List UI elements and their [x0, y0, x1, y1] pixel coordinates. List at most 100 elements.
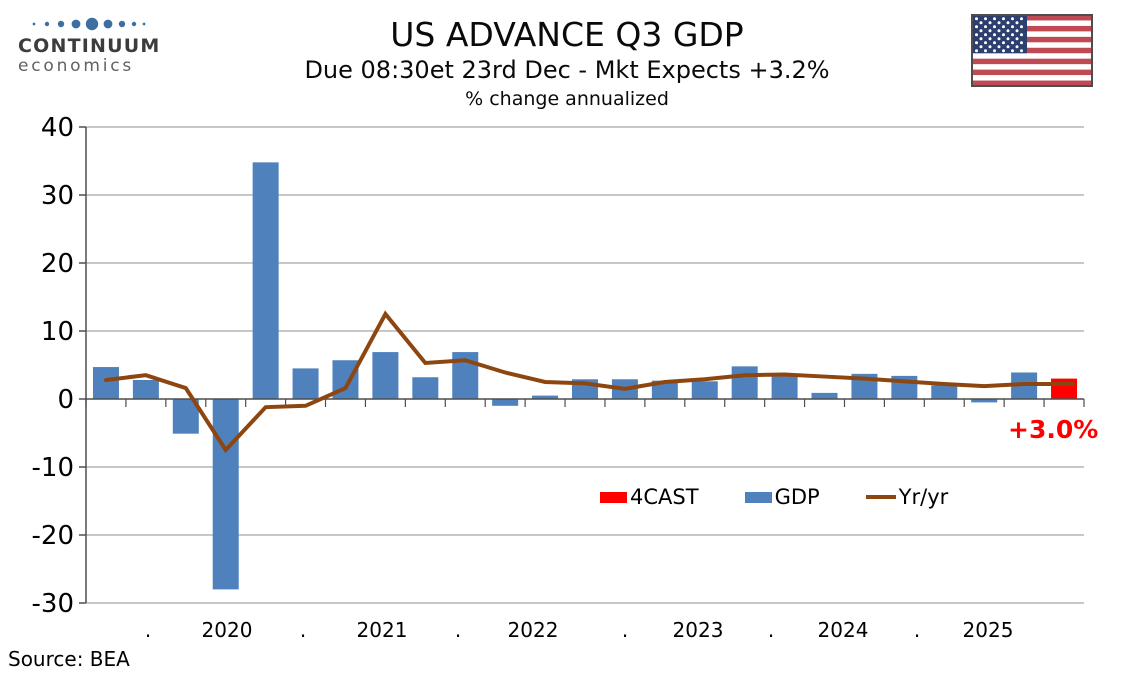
flag-star — [1006, 29, 1010, 33]
gdp-bar — [931, 385, 958, 399]
flag-star — [1020, 33, 1023, 37]
x-axis-label: . — [622, 618, 628, 642]
logo-dot — [44, 21, 50, 27]
gdp-bar — [532, 395, 559, 399]
gdp-bar — [132, 379, 159, 399]
forecast-bar — [1051, 378, 1078, 399]
flag-star — [975, 17, 978, 21]
flag-star — [1011, 49, 1014, 53]
x-axis-label: 2022 — [508, 618, 559, 642]
flag-star — [1011, 25, 1014, 29]
legend-swatch-gdp — [744, 491, 772, 503]
flag-star — [975, 49, 978, 53]
flag-star — [1006, 45, 1010, 49]
flag-star — [993, 49, 996, 53]
y-axis-label: 10 — [41, 317, 74, 347]
flag-star — [988, 29, 992, 33]
flag-star — [984, 25, 987, 29]
flag-star — [1011, 17, 1014, 21]
gdp-bar — [92, 367, 119, 399]
y-axis-label: -10 — [32, 453, 74, 483]
flag-star — [997, 45, 1001, 49]
flag-star — [988, 21, 992, 25]
flag-stripe — [972, 36, 1092, 43]
y-axis-label: 20 — [41, 249, 74, 279]
flag-star — [1020, 49, 1023, 53]
legend-label-yryr: Yr/yr — [898, 485, 949, 509]
gdp-bar — [292, 368, 319, 399]
x-axis-label: 2020 — [202, 618, 253, 642]
flag-star — [984, 33, 987, 37]
x-axis-label: . — [914, 618, 920, 642]
flag-star — [1002, 33, 1005, 37]
chart-legend: 4CAST GDP Yr/yr — [600, 485, 948, 509]
legend-item-gdp: GDP — [744, 485, 820, 509]
logo-dot — [57, 20, 65, 28]
gdp-bar — [971, 399, 998, 403]
flag-stripe — [972, 58, 1092, 65]
gdp-bar — [771, 375, 798, 399]
x-axis-label: 2021 — [357, 618, 408, 642]
flag-star — [1002, 41, 1005, 45]
flag-star — [984, 49, 987, 53]
forecast-annotation: +3.0% — [1008, 415, 1099, 444]
flag-star — [988, 37, 992, 41]
gdp-bar — [412, 377, 439, 399]
flag-star — [1020, 41, 1023, 45]
legend-swatch-yryr — [865, 495, 896, 499]
flag-star — [993, 25, 996, 29]
x-axis-label: . — [145, 618, 151, 642]
flag-star — [1011, 41, 1014, 45]
y-axis-label: -30 — [32, 589, 74, 619]
logo-dot — [118, 20, 126, 28]
legend-swatch-4cast — [600, 491, 627, 503]
y-axis-label: -20 — [32, 521, 74, 551]
legend-label-gdp: GDP — [774, 485, 820, 509]
flag-star — [997, 37, 1001, 41]
flag-border — [971, 14, 1093, 87]
gdp-bar — [731, 366, 758, 399]
y-axis-label: 40 — [41, 113, 74, 143]
gdp-bar — [651, 380, 678, 399]
flag-star — [993, 33, 996, 37]
y-axis-label: 0 — [57, 385, 74, 415]
x-axis-label: 2023 — [673, 618, 724, 642]
flag-star — [1020, 17, 1023, 21]
flag-star — [984, 41, 987, 45]
flag-star — [1011, 33, 1014, 37]
flag-star — [1002, 25, 1005, 29]
logo-dot — [32, 22, 36, 26]
flag-stripe — [972, 80, 1092, 86]
flag-star — [975, 41, 978, 45]
legend-item-yryr: Yr/yr — [865, 485, 949, 509]
source-note: Source: BEA — [8, 647, 130, 671]
flag-star — [979, 29, 983, 33]
x-axis-label: . — [300, 618, 306, 642]
flag-star — [1002, 17, 1005, 21]
flag-star — [993, 41, 996, 45]
flag-star — [979, 37, 983, 41]
x-axis-label: . — [768, 618, 774, 642]
flag-star — [975, 33, 978, 37]
logo-dot — [71, 19, 81, 29]
continuum-logo: CONTINUUM economics — [14, 8, 164, 83]
flag-star — [1015, 29, 1019, 33]
x-axis-label: 2024 — [818, 618, 869, 642]
gdp-bar — [212, 399, 239, 590]
logo-name: CONTINUUM — [18, 35, 161, 57]
gdp-bar — [691, 381, 718, 399]
logo-dot — [142, 22, 146, 26]
gdp-bar — [372, 352, 399, 399]
y-axis-label: 30 — [41, 181, 74, 211]
flag-star — [1020, 25, 1023, 29]
x-axis-label: . — [455, 618, 461, 642]
flag-stripe — [972, 47, 1092, 54]
logo-dot — [103, 19, 113, 29]
logo-tagline: economics — [18, 56, 135, 76]
flag-star — [1015, 37, 1019, 41]
legend-label-4cast: 4CAST — [630, 485, 699, 509]
flag-star — [997, 29, 1001, 33]
us-flag-icon — [971, 14, 1093, 87]
